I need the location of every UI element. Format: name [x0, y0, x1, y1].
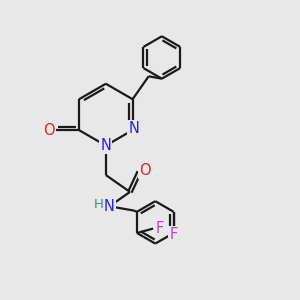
Text: F: F	[155, 221, 164, 236]
Text: O: O	[139, 163, 150, 178]
Text: N: N	[104, 199, 115, 214]
Text: N: N	[129, 121, 140, 136]
Text: F: F	[169, 227, 178, 242]
Text: H: H	[93, 198, 103, 211]
Text: O: O	[43, 123, 55, 138]
Text: N: N	[100, 138, 111, 153]
